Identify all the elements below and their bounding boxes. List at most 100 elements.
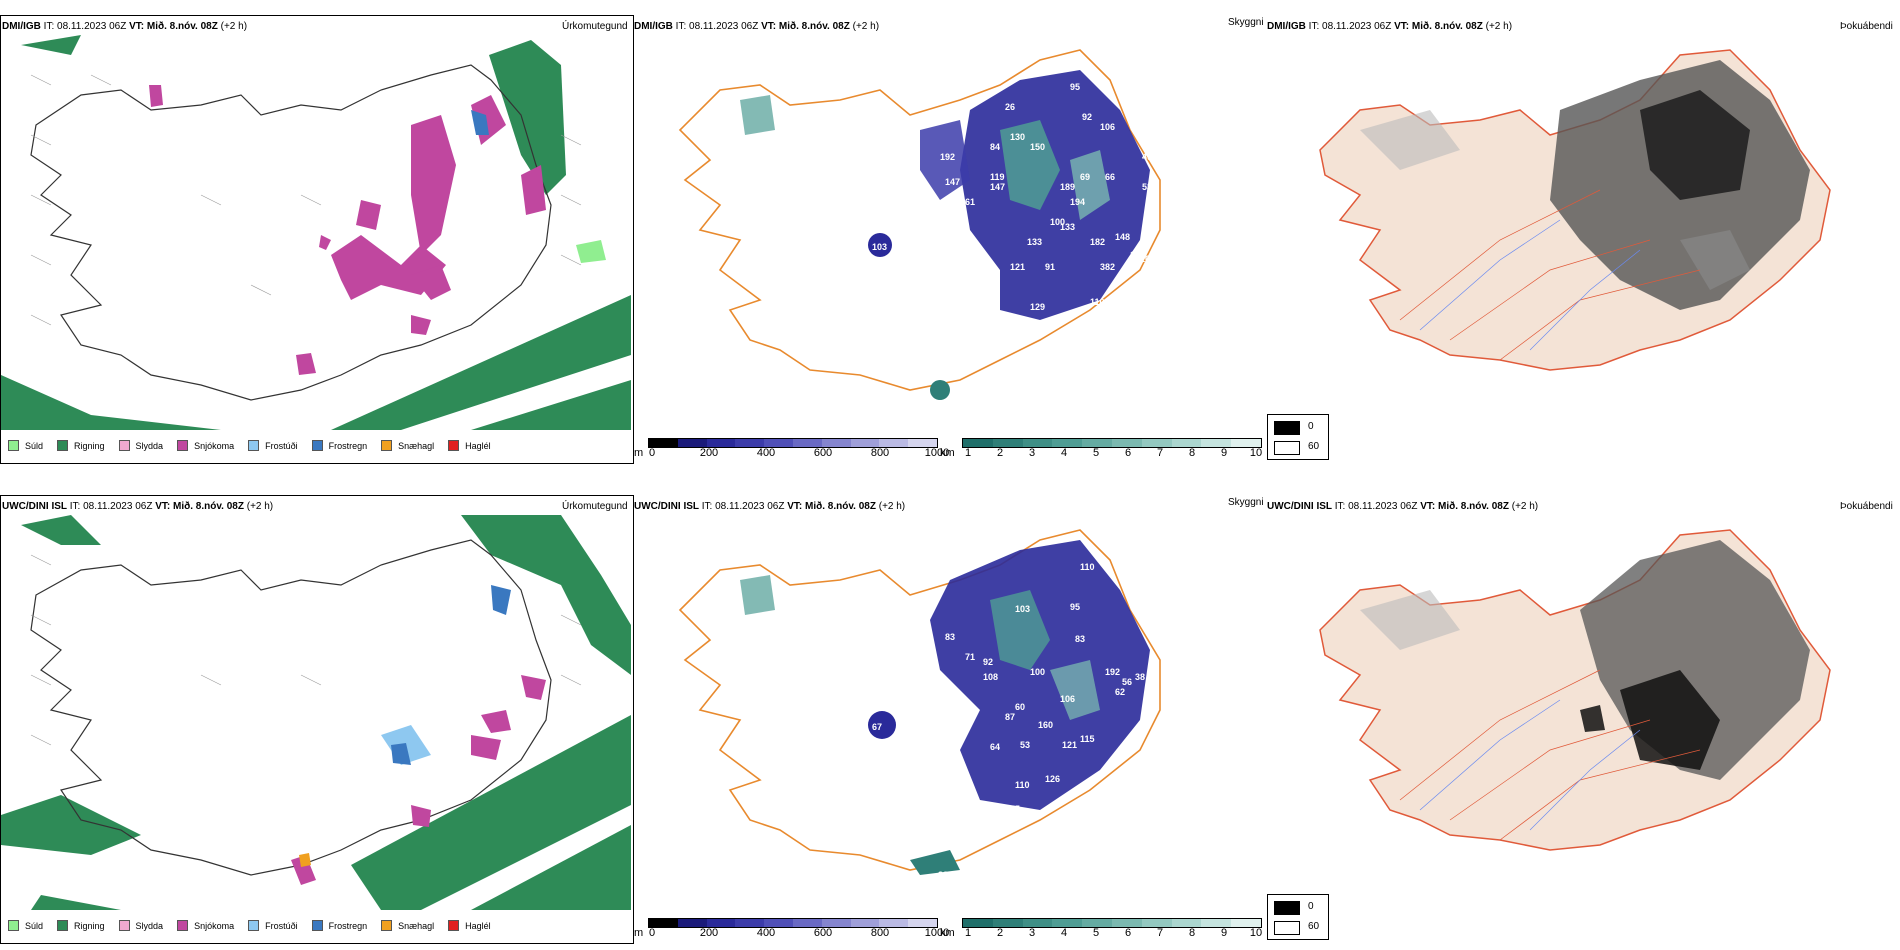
legend-swatch [381, 920, 393, 931]
colorbar-segment [1052, 919, 1083, 927]
run-header-vis-bottom: UWC/DINI ISL IT: 08.11.2023 06Z VT: Mið.… [634, 501, 906, 512]
fog-swatch-dark [1274, 421, 1300, 435]
legend-swatch [177, 440, 189, 451]
legend-swatch [118, 920, 130, 931]
colorbar-segment [792, 439, 822, 447]
colorbar-segment [963, 919, 993, 927]
fog-legend-label: 0 [1308, 421, 1314, 432]
colorbar-segment [1111, 919, 1142, 927]
vis-value-label: 192 [940, 152, 955, 162]
colorbar-tick: 800 [870, 447, 890, 459]
vis-value-label: 91 [1045, 262, 1055, 272]
colorbar-unit: m [634, 447, 644, 459]
vis-value-label: 110 [1015, 780, 1030, 790]
vis-value-label: 92 [1082, 112, 1092, 122]
vis-value-label: 53 [1020, 740, 1030, 750]
vis-value-label: 126 [1045, 774, 1060, 784]
vis-value-label: 160 [1038, 720, 1053, 730]
colorbar-unit: km [940, 447, 955, 459]
colorbar-segment [706, 919, 736, 927]
vis-value-label: 194 [1070, 197, 1085, 207]
colorbar-segment [1141, 919, 1172, 927]
vis-value-label: 106 [1060, 694, 1075, 704]
vis-value-label: 286 [1018, 327, 1033, 337]
vis-value-label: 83 [1075, 634, 1085, 644]
colorbar-segment [1231, 439, 1261, 447]
legend-swatch [448, 920, 460, 931]
distance-colorbar-bottom [962, 918, 1262, 928]
vis-value-label: 83 [938, 870, 948, 880]
vis-value-label: 71 [965, 652, 975, 662]
legend-swatch [311, 440, 323, 451]
colorbar-segment [677, 439, 707, 447]
vis-value-label: 49 [1142, 152, 1152, 162]
vis-value-label: 60 [1015, 702, 1025, 712]
legend-swatch [57, 920, 69, 931]
colorbar-segment [908, 439, 937, 447]
colorbar-segment [1171, 919, 1202, 927]
colorbar-tick: 10 [1249, 447, 1263, 459]
colorbar-segment [1052, 439, 1083, 447]
vis-value-label: 56 [1122, 677, 1132, 687]
vis-value-label: 38 [1135, 672, 1145, 682]
colorbar-segment [1082, 439, 1112, 447]
visibility-map-top: 95 92 106 133 147 150 84 26 69 192 119 1… [678, 49, 1161, 400]
run-header-precip-bottom: UWC/DINI ISL IT: 08.11.2023 06Z VT: Mið.… [2, 501, 274, 512]
vis-value-label: 119 [990, 172, 1005, 182]
colorbar-segment [1171, 439, 1202, 447]
colorbar-segment [879, 919, 909, 927]
colorbar-segment [992, 439, 1023, 447]
run-header-fog-bottom: UWC/DINI ISL IT: 08.11.2023 06Z VT: Mið.… [1267, 501, 1539, 512]
colorbar-segment [677, 919, 707, 927]
legend-item: Slydda [118, 440, 163, 451]
vis-value-label: 129 [1030, 302, 1045, 312]
vis-value-label: 83 [1142, 222, 1152, 232]
vis-value-label: 150 [1030, 142, 1045, 152]
colorbar-segment [1082, 919, 1112, 927]
vis-value-label: 53 [1142, 182, 1152, 192]
legend-swatch [381, 440, 393, 451]
legend-swatch [177, 920, 189, 931]
colorbar-tick: 7 [1156, 447, 1164, 459]
vis-value-label: 147 [990, 182, 1005, 192]
legend-item: Snæhagl [381, 920, 434, 931]
vis-value-label: 382 [1100, 262, 1115, 272]
colorbar-tick: 200 [699, 447, 719, 459]
vis-value-label: 67 [872, 722, 882, 732]
fog-legend-label: 60 [1308, 441, 1320, 452]
colorbar-tick: 400 [756, 447, 776, 459]
vis-value-label: 100 [1050, 217, 1065, 227]
legend-item: Súld [8, 920, 43, 931]
vis-value-label: 103 [872, 242, 887, 252]
colorbar-segment [879, 439, 909, 447]
legend-swatch [8, 440, 19, 451]
colorbar-segment [1231, 919, 1261, 927]
colorbar-segment [764, 919, 793, 927]
vis-value-label: 64 [990, 742, 1000, 752]
legend-item: Frostregn [311, 920, 367, 931]
vis-value-label: 147 [945, 177, 960, 187]
vis-value-label: 95 [1070, 82, 1080, 92]
colorbar-segment [850, 439, 880, 447]
fog-swatch-light [1274, 921, 1300, 935]
legend-item: Frostregn [311, 440, 367, 451]
fog-legend-label: 60 [1308, 921, 1320, 932]
colorbar-tick: 6 [1124, 927, 1132, 939]
colorbar-tick: 8 [1188, 447, 1196, 459]
colorbar-tick: 600 [813, 447, 833, 459]
distance-ticks-bottom: km 1 2 3 4 5 6 7 8 9 10 [940, 927, 1270, 941]
colorbar-segment [1022, 919, 1053, 927]
colorbar-tick: 1 [964, 927, 972, 939]
vis-value-label: 192 [1105, 667, 1120, 677]
colorbar-unit: m [634, 927, 644, 939]
colorbar-tick: 10 [1249, 927, 1263, 939]
vis-value-label: 65 [894, 712, 904, 722]
legend-item: Slydda [118, 920, 163, 931]
colorbar-tick: 9 [1220, 447, 1228, 459]
vis-value-label: 92 [983, 657, 993, 667]
colorbar-segment [908, 919, 937, 927]
legend-item: Frostúði [248, 440, 298, 451]
legend-item: Frostúði [248, 920, 298, 931]
colorbar-tick: 8 [1188, 927, 1196, 939]
vis-value-label: 133 [1027, 237, 1042, 247]
